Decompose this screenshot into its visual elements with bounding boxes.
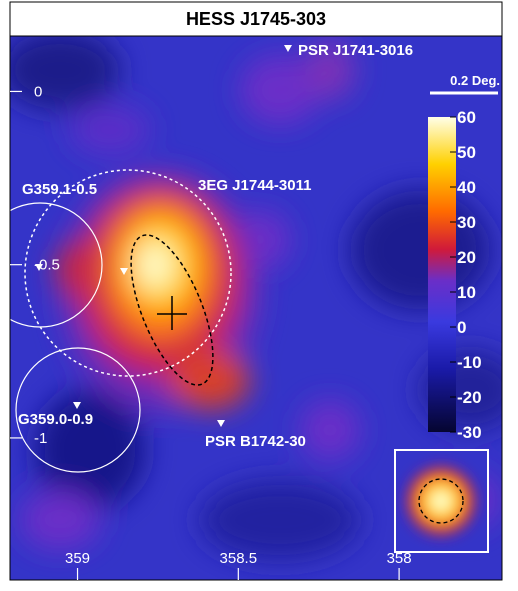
x-tick-label: 359 (65, 550, 90, 567)
annotation: 0.2 Deg. (450, 73, 500, 88)
annotation: 3EG J1744-3011 (198, 177, 311, 194)
chart: PSR J1741-3016 3EG J1744-3011 G359.1-0.5… (0, 0, 518, 586)
colorbar-tick-label: -20 (457, 388, 482, 407)
colorbar-tick-label: 40 (457, 178, 476, 197)
annotation: PSR B1742-30 (205, 433, 306, 450)
colorbar-tick-label: -10 (457, 353, 482, 372)
colorbar-tick-label: -30 (457, 423, 482, 442)
page: PSR J1741-3016 3EG J1744-3011 G359.1-0.5… (0, 0, 518, 591)
annotation: PSR J1741-3016 (298, 42, 413, 59)
chart-title: HESS J1745-303 (186, 9, 326, 29)
colorbar-tick-label: 10 (457, 283, 476, 302)
y-tick-label: -1 (34, 430, 47, 447)
colorbar-tick-label: 60 (457, 108, 476, 127)
x-tick-label: 358 (387, 550, 412, 567)
colorbar-tick-label: 0 (457, 318, 466, 337)
y-tick-label: 0 (34, 83, 42, 100)
annotation: G359.0-0.9 (18, 411, 93, 428)
colorbar-tick-label: 50 (457, 143, 476, 162)
colorbar-tick-label: 20 (457, 248, 476, 267)
annotation: G359.1-0.5 (22, 181, 97, 198)
y-tick-label: -0.5 (34, 257, 60, 274)
x-tick-label: 358.5 (220, 550, 258, 567)
colorbar-tick-label: 30 (457, 213, 476, 232)
